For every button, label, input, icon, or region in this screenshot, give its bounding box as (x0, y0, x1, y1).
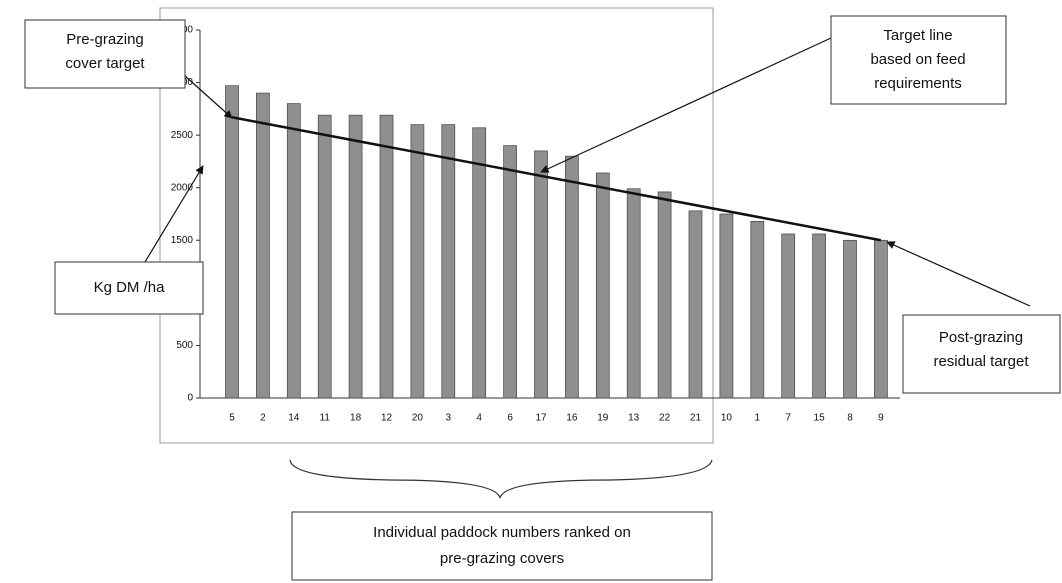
target-line (231, 116, 882, 242)
x-tick-label: 15 (814, 413, 826, 424)
annotation: Kg DM /ha (94, 279, 166, 296)
bar (348, 114, 363, 399)
annotation-box (902, 314, 1061, 394)
x-tick-label: 11 (320, 413, 331, 424)
bar (565, 155, 579, 399)
arrow (144, 165, 204, 263)
arrow (184, 75, 233, 119)
x-tick-label: 9 (878, 413, 884, 424)
x-tick-label: 7 (785, 413, 791, 424)
bar (688, 210, 703, 399)
annotation: cover target (65, 55, 145, 72)
annotation: Pre-grazing (66, 31, 144, 48)
x-tick-label: 3 (446, 413, 452, 424)
x-tick-label: 13 (628, 413, 640, 424)
x-tick-label: 4 (476, 413, 482, 424)
bar (225, 85, 239, 399)
bar (379, 114, 394, 399)
annotation-box (24, 19, 186, 89)
arrow (886, 241, 1031, 307)
bar (595, 172, 610, 399)
bar (317, 114, 332, 399)
x-tick-label: 5 (229, 413, 235, 424)
bar (286, 103, 301, 399)
plot-frame (159, 7, 714, 444)
y-tick-label: 2500 (171, 130, 194, 141)
bar (657, 191, 672, 399)
x-tick-label: 14 (288, 413, 300, 424)
y-tick-label: 2000 (171, 182, 194, 193)
bar (812, 233, 826, 399)
bar (256, 92, 270, 399)
arrow (540, 37, 832, 173)
x-tick-label: 16 (566, 413, 578, 424)
bar (503, 145, 517, 399)
annotation: Target line (883, 27, 952, 44)
annotation-box (291, 511, 713, 581)
x-tick-label: 10 (721, 413, 733, 424)
y-tick-label: 500 (176, 340, 193, 351)
bar (874, 239, 888, 399)
x-tick-label: 12 (381, 413, 393, 424)
x-tick-label: 20 (412, 413, 424, 424)
annotation: based on feed (870, 51, 965, 68)
annotation: Post-grazing (939, 329, 1023, 346)
brace (289, 459, 713, 499)
bar (534, 150, 548, 399)
x-tick-label: 19 (597, 413, 609, 424)
x-tick-label: 18 (350, 413, 362, 424)
x-tick-label: 1 (755, 413, 761, 424)
annotation: residual target (933, 353, 1029, 370)
bar (410, 124, 425, 399)
bar (441, 124, 456, 399)
annotation: pre-grazing covers (440, 550, 564, 567)
x-tick-label: 22 (659, 413, 671, 424)
y-tick-label: 0 (187, 393, 193, 404)
bar (750, 221, 765, 399)
bar (781, 233, 796, 399)
x-tick-label: 17 (535, 413, 547, 424)
x-tick-label: 6 (507, 413, 513, 424)
annotation: requirements (874, 75, 962, 92)
bar (472, 127, 487, 399)
x-tick-label: 2 (260, 413, 266, 424)
x-tick-label: 21 (690, 413, 702, 424)
x-tick-label: 8 (847, 413, 853, 424)
annotation-box (830, 15, 1007, 105)
annotation: Individual paddock numbers ranked on (373, 524, 631, 541)
annotation-box (54, 261, 204, 315)
bar (626, 188, 641, 399)
bar (843, 239, 857, 399)
y-tick-label: 1500 (171, 235, 194, 246)
bar (719, 213, 734, 399)
